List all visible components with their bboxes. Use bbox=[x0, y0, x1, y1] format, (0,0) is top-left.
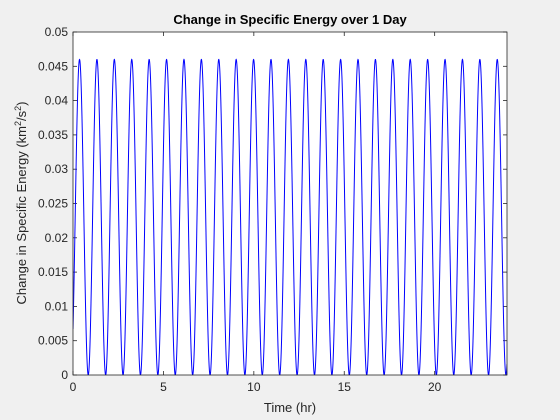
y-axis-label-sup2: 2 bbox=[13, 106, 23, 111]
y-tick-label: 0.02 bbox=[45, 231, 69, 245]
y-tick-label: 0.045 bbox=[38, 59, 68, 73]
x-tick-label: 5 bbox=[160, 380, 167, 394]
y-axis-label-mid: /s bbox=[14, 110, 29, 121]
y-tick-label: 0.035 bbox=[38, 128, 68, 142]
y-tick-label: 0.015 bbox=[38, 265, 68, 279]
x-tick-label: 0 bbox=[70, 380, 77, 394]
y-tick-labels: 0 0.005 0.01 0.015 0.02 0.025 0.03 0.035 0.04 0.0… bbox=[38, 25, 68, 382]
x-tick-label: 20 bbox=[428, 380, 442, 394]
x-tick-label: 15 bbox=[338, 380, 352, 394]
y-tick-label: 0.01 bbox=[45, 299, 69, 313]
x-tick-label: 10 bbox=[247, 380, 261, 394]
y-axis-label-end: ) bbox=[14, 102, 29, 106]
y-tick-label: 0.005 bbox=[38, 334, 68, 348]
x-axis-label: Time (hr) bbox=[264, 400, 316, 415]
y-axis-label: Change in Specific Energy (km2/s2) bbox=[13, 102, 29, 305]
plot-frame bbox=[72, 31, 508, 376]
x-tick-labels: 0 5 10 15 20 bbox=[70, 380, 442, 394]
y-tick-label: 0.05 bbox=[45, 25, 69, 39]
series-line bbox=[73, 58, 507, 375]
y-axis-label-main: Change in Specific Energy (km bbox=[14, 126, 29, 304]
y-tick-label: 0.04 bbox=[45, 94, 69, 108]
y-tick-label: 0.025 bbox=[38, 197, 68, 211]
y-tick-label: 0.03 bbox=[45, 162, 69, 176]
chart-title: Change in Specific Energy over 1 Day bbox=[173, 12, 407, 27]
y-axis-label-sup1: 2 bbox=[13, 121, 23, 126]
y-tick-label: 0 bbox=[61, 368, 68, 382]
